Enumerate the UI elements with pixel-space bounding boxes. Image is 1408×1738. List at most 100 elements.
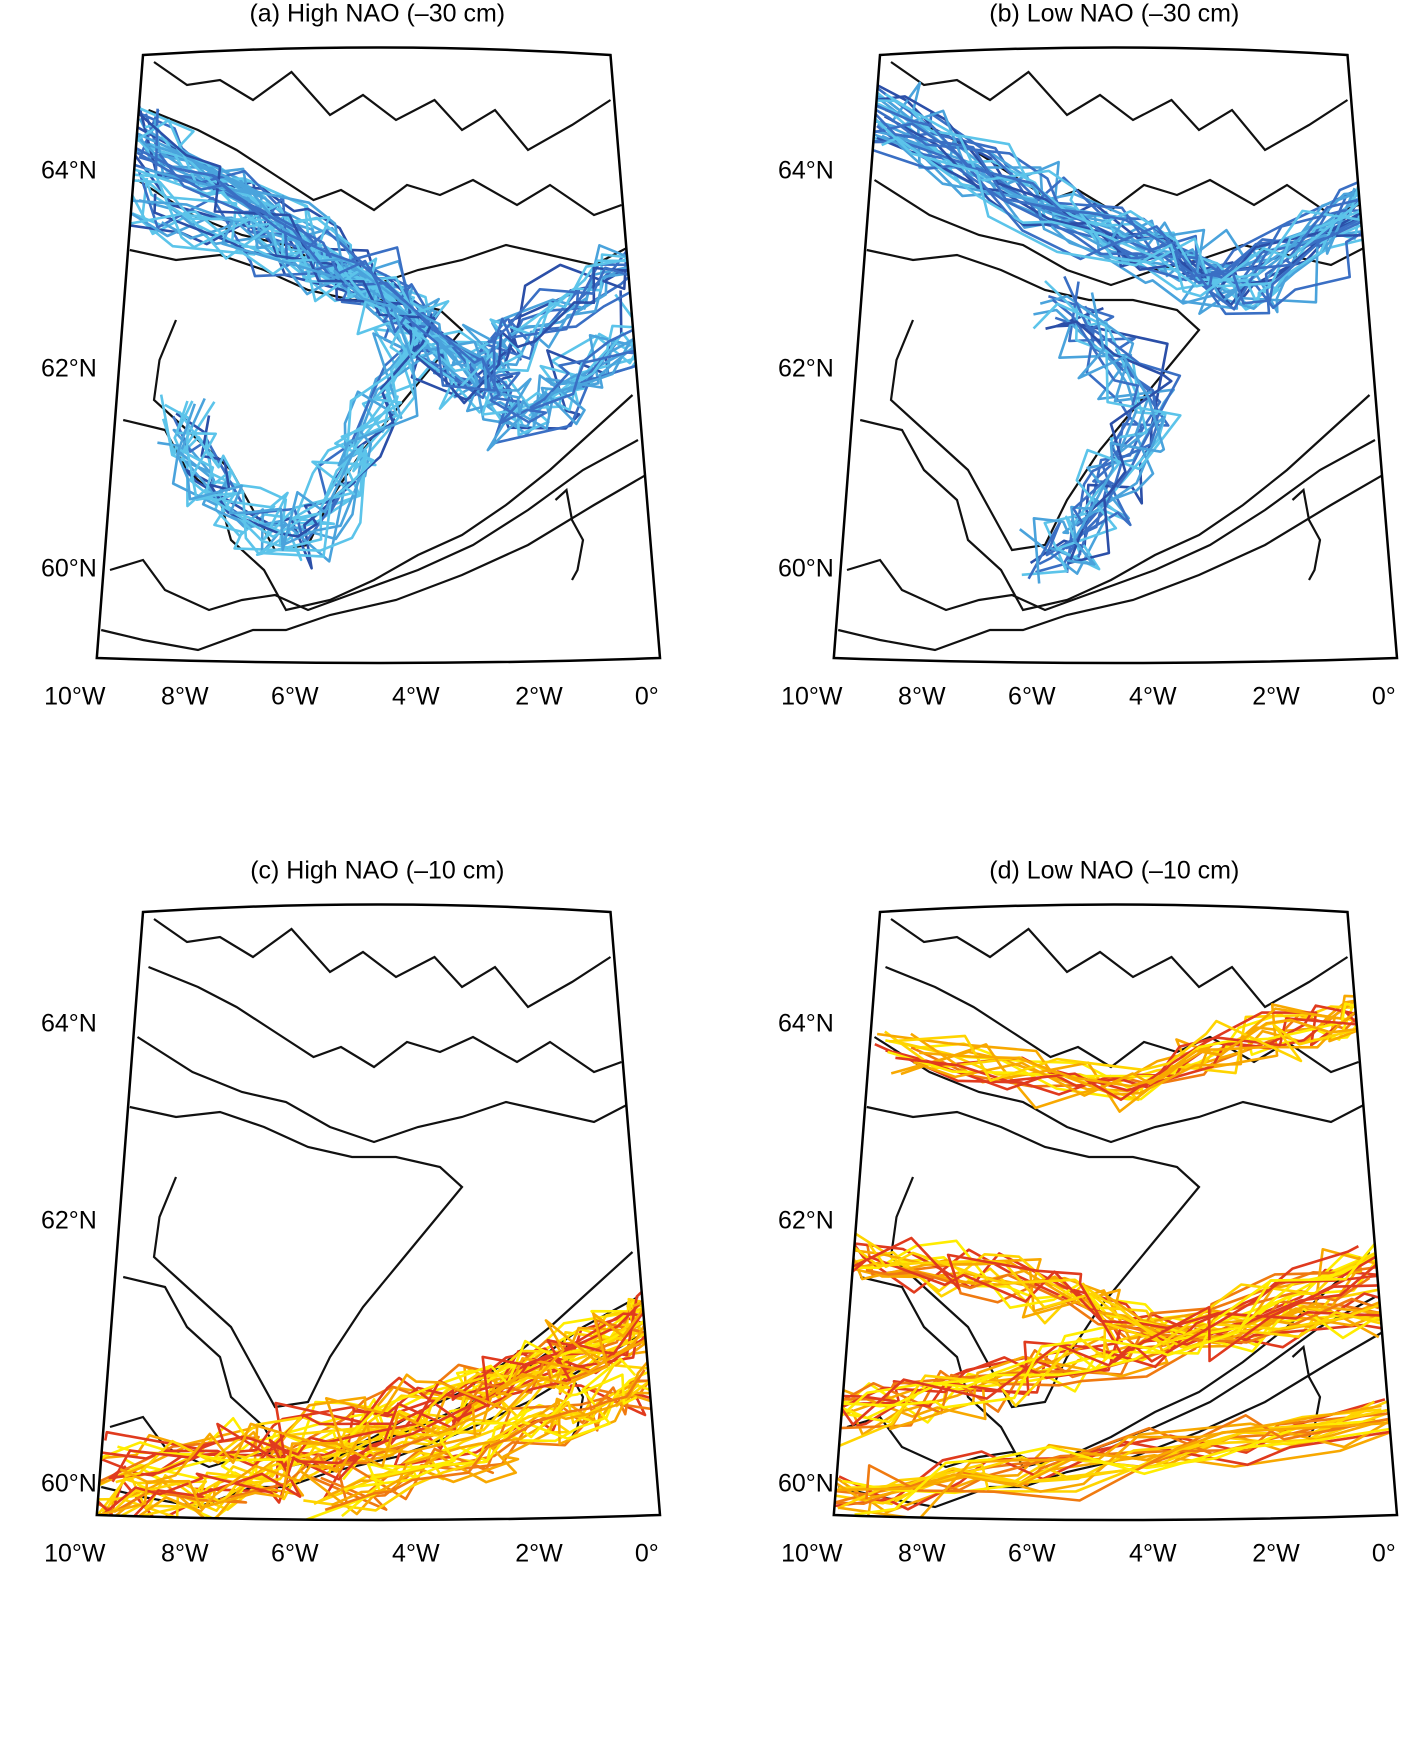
trajectory — [838, 1407, 1403, 1508]
trajectory — [129, 120, 643, 409]
bathymetry-contour — [556, 490, 584, 580]
trajectory — [913, 1004, 1394, 1095]
map-frame — [97, 905, 660, 1521]
trajectory — [855, 1428, 1397, 1515]
latitude-label: 62°N — [778, 355, 834, 383]
trajectory — [1046, 322, 1172, 564]
trajectory — [848, 1238, 1408, 1361]
latitude-label: 62°N — [41, 1207, 97, 1235]
trajectory — [877, 996, 1408, 1095]
trajectory — [140, 175, 415, 555]
trajectory — [838, 1234, 1408, 1424]
trajectory — [1034, 304, 1181, 569]
bathymetry-contour — [847, 440, 1375, 610]
longitude-label: 4°W — [392, 1540, 440, 1568]
trajectory — [120, 1320, 685, 1483]
longitude-label: 0° — [1372, 1540, 1396, 1568]
trajectory — [159, 154, 659, 424]
longitude-label: 4°W — [392, 683, 440, 711]
trajectory — [873, 117, 1375, 296]
panel-title: (b) Low NAO (–30 cm) — [989, 0, 1239, 28]
bathymetry-contour — [149, 110, 622, 215]
trajectory — [868, 1244, 1396, 1345]
trajectory — [841, 1229, 1379, 1337]
bathymetry-contour — [860, 395, 1369, 610]
longitude-label: 2°W — [515, 1540, 563, 1568]
map-panel — [97, 48, 683, 664]
bathymetry-contour — [154, 62, 611, 150]
trajectory — [70, 1275, 685, 1527]
trajectory — [866, 1270, 1379, 1342]
panel-title: (c) High NAO (–10 cm) — [250, 857, 504, 885]
bathymetry-contour — [891, 919, 1348, 1007]
trajectory — [146, 180, 415, 551]
trajectory — [844, 124, 1408, 304]
trajectory — [866, 1412, 1408, 1501]
map-content — [101, 62, 682, 650]
latitude-label: 64°N — [41, 1010, 97, 1038]
map-frame — [834, 905, 1397, 1521]
trajectory — [328, 1393, 679, 1496]
trajectory — [889, 1007, 1380, 1081]
trajectory — [892, 83, 1375, 314]
trajectory — [74, 1288, 658, 1521]
longitude-label: 10°W — [781, 683, 843, 711]
longitude-label: 0° — [635, 1540, 659, 1568]
trajectory — [299, 1359, 635, 1522]
bathymetry-contour — [149, 967, 622, 1072]
latitude-label: 60°N — [778, 555, 834, 583]
trajectory — [117, 1318, 649, 1460]
trajectory — [134, 110, 658, 403]
trajectory — [109, 199, 417, 550]
trajectory — [860, 133, 1390, 289]
latitude-label: 64°N — [778, 1010, 834, 1038]
longitude-label: 0° — [1372, 683, 1396, 711]
trajectory — [155, 194, 420, 537]
latitude-label: 60°N — [41, 1470, 97, 1498]
trajectory — [813, 1235, 1382, 1408]
panel-title: (a) High NAO (–30 cm) — [249, 0, 505, 28]
trajectory — [882, 138, 1387, 286]
trajectory — [895, 1018, 1376, 1099]
latitude-label: 62°N — [778, 1207, 834, 1235]
trajectory — [1029, 318, 1142, 579]
map-frame — [97, 48, 660, 664]
trajectory — [838, 1406, 1381, 1519]
longitude-label: 2°W — [515, 683, 563, 711]
longitude-label: 10°W — [44, 683, 106, 711]
trajectory — [875, 1004, 1394, 1095]
map-content — [803, 919, 1408, 1523]
trajectory — [1033, 310, 1164, 584]
trajectory — [835, 1253, 1376, 1448]
bathymetry-contour — [154, 919, 611, 1007]
panel-title: (d) Low NAO (–10 cm) — [989, 857, 1239, 885]
latitude-label: 60°N — [778, 1470, 834, 1498]
trajectory — [1068, 293, 1164, 565]
map-panel — [833, 48, 1408, 664]
longitude-label: 4°W — [1129, 1540, 1177, 1568]
map-panel — [70, 905, 686, 1528]
longitude-label: 8°W — [161, 683, 209, 711]
longitude-label: 8°W — [161, 1540, 209, 1568]
longitude-label: 2°W — [1252, 683, 1300, 711]
trajectory — [325, 1370, 644, 1510]
trajectory — [803, 1249, 1394, 1429]
longitude-label: 10°W — [44, 1540, 106, 1568]
trajectory — [886, 1006, 1401, 1091]
bathymetry-contour — [123, 395, 632, 610]
bathymetry-contour — [875, 1037, 1370, 1142]
trajectory — [1022, 281, 1166, 575]
map-panel — [803, 905, 1408, 1524]
trajectory — [1064, 276, 1180, 561]
trajectory — [833, 84, 1375, 313]
trajectory — [867, 93, 1375, 309]
bathymetry-contour — [867, 1107, 1199, 1407]
longitude-label: 2°W — [1252, 1540, 1300, 1568]
latitude-label: 64°N — [41, 157, 97, 185]
longitude-label: 6°W — [1008, 1540, 1056, 1568]
map-frame — [834, 48, 1397, 664]
longitude-label: 4°W — [1129, 683, 1177, 711]
trajectory — [860, 98, 1379, 309]
bathymetry-contour — [1293, 490, 1321, 580]
